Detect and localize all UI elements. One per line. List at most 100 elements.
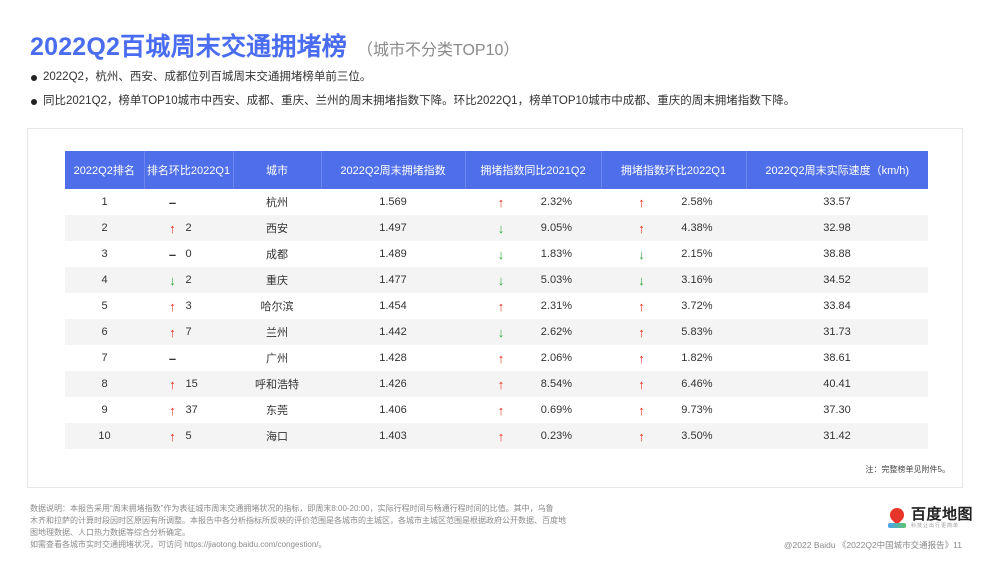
copyright-page-number: @2022 Baidu 《2022Q2中国城市交通报告》11 — [783, 540, 962, 550]
data-note-line: 木齐和拉萨的计算时段因时区原因有所调整。本报告中各分析指标所反映的评价范围是各城… — [30, 516, 566, 525]
ranking-card: 2022Q2排名 排名环比2022Q1 城市 2022Q2周末拥堵指数 拥堵指数… — [27, 128, 963, 488]
rank-change-cell: ↓ 2 — [144, 267, 233, 293]
summary-bullets: 2022Q2，杭州、西安、成都位列百城周末交通拥堵榜单前三位。 同比2021Q2… — [30, 69, 795, 117]
qoq-cell: ↓ 3.16% — [601, 267, 746, 293]
arrow-up-icon: ↑ — [169, 428, 176, 444]
speed-cell: 31.73 — [746, 319, 928, 345]
table-row: 2 ↑ 2 西安 1.497 ↓ 9.05% ↑ 4.38% 32.98 — [65, 215, 928, 241]
rank-change-cell: ↑ 3 — [144, 293, 233, 319]
speed-cell: 31.42 — [746, 423, 928, 449]
yoy-cell: ↑ 2.31% — [465, 293, 601, 319]
city-cell: 哈尔滨 — [260, 301, 294, 313]
rank-change-value: 15 — [185, 378, 198, 390]
ranking-table: 2022Q2排名 排名环比2022Q1 城市 2022Q2周末拥堵指数 拥堵指数… — [65, 151, 928, 449]
summary-bullet: 同比2021Q2，榜单TOP10城市中西安、成都、重庆、兰州的周末拥堵指数下降。… — [30, 93, 795, 117]
yoy-value: 2.32% — [540, 196, 572, 208]
yoy-value: 2.06% — [540, 352, 572, 364]
yoy-cell: ↑ 0.23% — [465, 423, 601, 449]
city-cell: 呼和浩特 — [233, 371, 321, 397]
congestion-index-cell: 1.403 — [321, 423, 465, 449]
rank-change-value: 0 — [185, 248, 192, 260]
data-note-line: 如需查看各城市实时交通拥堵状况，可访问 https://jiaotong.bai… — [30, 540, 327, 549]
arrow-up-icon: ↑ — [497, 350, 505, 366]
congestion-index-cell: 1.454 — [379, 300, 407, 312]
table-row: 8 ↑ 15 呼和浩特 1.426 ↑ 8.54% ↑ 6.46% 40.41 — [65, 371, 928, 397]
qoq-cell: ↑ 2.58% — [601, 189, 746, 215]
qoq-value: 4.38% — [681, 222, 713, 234]
yoy-cell: ↑ 2.06% — [465, 345, 601, 371]
qoq-value: 5.83% — [681, 326, 713, 338]
arrow-up-icon: ↑ — [638, 324, 645, 340]
table-row: 3 –0 成都 1.489 ↓ 1.83% ↓ 2.15% 38.88 — [65, 241, 928, 267]
rank-change-cell: ↑ 7 — [144, 319, 233, 345]
column-header-speed: 2022Q2周末实际速度（km/h) — [746, 151, 928, 189]
speed-cell: 38.61 — [823, 352, 851, 364]
table-note: 注：完整榜单见附件5。 — [865, 465, 950, 474]
arrow-down-icon: ↓ — [638, 272, 645, 288]
rank-change-cell: – — [144, 345, 233, 371]
arrow-up-icon: ↑ — [638, 220, 645, 236]
rank-cell: 4 — [65, 267, 144, 293]
logo-brand: 百度地图 — [911, 506, 974, 523]
arrow-up-icon: ↑ — [169, 402, 176, 418]
rank-cell: 9 — [101, 404, 108, 416]
column-header-congestion-index: 2022Q2周末拥堵指数 — [321, 151, 466, 189]
rank-change-value: 7 — [185, 326, 192, 338]
dash-icon: – — [168, 194, 177, 210]
rank-change-cell: ↑ 37 — [144, 397, 233, 423]
arrow-down-icon: ↓ — [497, 272, 505, 288]
yoy-cell: ↑ 8.54% — [465, 371, 601, 397]
arrow-down-icon: ↓ — [497, 220, 505, 236]
arrow-up-icon: ↑ — [497, 376, 505, 392]
arrow-up-icon: ↑ — [497, 298, 505, 314]
bullet-text: 同比2021Q2，榜单TOP10城市中西安、成都、重庆、兰州的周末拥堵指数下降。… — [43, 95, 796, 107]
rank-change-value: 2 — [185, 274, 192, 286]
column-header-qoq: 拥堵指数环比2022Q1 — [601, 151, 747, 189]
city-cell: 重庆 — [233, 267, 321, 293]
arrow-up-icon: ↑ — [638, 376, 645, 392]
yoy-value: 5.03% — [540, 274, 572, 286]
city-cell: 杭州 — [266, 197, 288, 209]
rank-change-value: 37 — [185, 404, 198, 416]
column-header-rank: 2022Q2排名 — [65, 151, 145, 189]
qoq-value: 3.72% — [681, 300, 713, 312]
rank-change-cell: ↑ 5 — [144, 423, 233, 449]
page-title: 2022Q2百城周末交通拥堵榜 — [30, 33, 347, 61]
congestion-index-cell: 1.406 — [379, 404, 407, 416]
summary-bullet: 2022Q2，杭州、西安、成都位列百城周末交通拥堵榜单前三位。 — [30, 69, 795, 93]
arrow-down-icon: ↓ — [497, 324, 505, 340]
rank-cell: 8 — [65, 371, 144, 397]
city-cell: 成都 — [266, 249, 288, 261]
qoq-value: 3.50% — [681, 430, 713, 442]
column-header-yoy: 拥堵指数同比2021Q2 — [465, 151, 602, 189]
yoy-cell: ↓ 5.03% — [465, 267, 601, 293]
rank-change-cell: ↑ 15 — [144, 371, 233, 397]
rank-cell: 10 — [65, 423, 144, 449]
qoq-cell: ↓ 2.15% — [601, 241, 746, 267]
yoy-value: 1.83% — [540, 248, 572, 260]
arrow-up-icon: ↑ — [497, 402, 505, 418]
qoq-value: 2.15% — [681, 248, 713, 260]
yoy-value: 9.05% — [540, 222, 572, 234]
rank-cell: 7 — [101, 352, 108, 364]
table-header-row: 2022Q2排名 排名环比2022Q1 城市 2022Q2周末拥堵指数 拥堵指数… — [65, 151, 928, 189]
arrow-up-icon: ↑ — [169, 298, 176, 314]
arrow-down-icon: ↓ — [169, 272, 176, 288]
bullet-dot-icon — [31, 75, 37, 81]
yoy-cell: ↓ 2.62% — [465, 319, 601, 345]
table-row: 7 – 广州 1.428 ↑ 2.06% ↑ 1.82% 38.61 — [65, 345, 928, 371]
congestion-index-cell: 1.497 — [321, 215, 465, 241]
speed-cell: 32.98 — [746, 215, 928, 241]
arrow-up-icon: ↑ — [638, 298, 645, 314]
baidu-map-logo: 百度地图 科技让出行更简单 — [887, 504, 974, 530]
qoq-cell: ↑ 1.82% — [601, 345, 746, 371]
map-pin-icon — [887, 504, 907, 530]
table-row: 10 ↑ 5 海口 1.403 ↑ 0.23% ↑ 3.50% 31.42 — [65, 423, 928, 449]
city-cell: 海口 — [233, 423, 321, 449]
arrow-up-icon: ↑ — [169, 376, 176, 392]
yoy-value: 0.69% — [540, 404, 572, 416]
yoy-value: 8.54% — [540, 378, 572, 390]
qoq-cell: ↑ 9.73% — [601, 397, 746, 423]
qoq-cell: ↑ 3.50% — [601, 423, 746, 449]
bullet-text: 2022Q2，杭州、西安、成都位列百城周末交通拥堵榜单前三位。 — [43, 71, 372, 83]
